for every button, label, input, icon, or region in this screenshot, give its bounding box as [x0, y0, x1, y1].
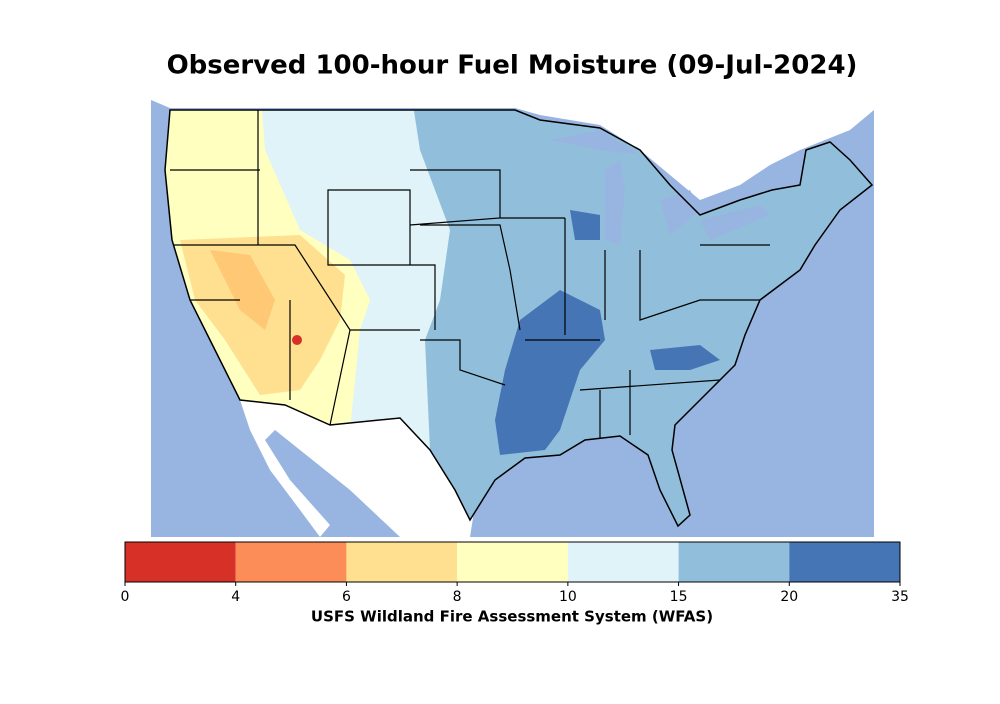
colorbar-label: USFS Wildland Fire Assessment System (WF…: [311, 608, 713, 626]
colorbar-tick-label: 35: [891, 589, 909, 605]
zone-4-6: [210, 250, 275, 330]
colorbar-segment: [678, 542, 790, 582]
colorbar-segment: [457, 542, 568, 582]
zone-20-35-lake: [570, 210, 600, 240]
colorbar-tick-label: 10: [559, 589, 577, 605]
colorbar-segment: [789, 542, 900, 582]
zone-20-35: [495, 290, 605, 455]
great-lakes: [550, 130, 770, 245]
colorbar-tick-label: 0: [121, 589, 130, 605]
zone-0-4: [292, 335, 302, 345]
colorbar-segment: [567, 542, 679, 582]
colorbar: 0 4 6 8 10 15 20 35: [121, 541, 909, 605]
colorbar-segment: [346, 542, 458, 582]
map-title: Observed 100-hour Fuel Moisture (09-Jul-…: [167, 51, 858, 81]
zone-20-35-east: [650, 345, 720, 370]
colorbar-tick-label: 4: [231, 589, 240, 605]
colorbar-segment: [235, 542, 347, 582]
state-lines: [170, 110, 770, 440]
colorbar-tick-label: 6: [342, 589, 351, 605]
colorbar-frame: [124, 541, 901, 583]
colorbar-tick-label: 15: [670, 589, 688, 605]
colorbar-tick-label: 20: [780, 589, 798, 605]
colorbar-segment: [125, 542, 236, 582]
colorbar-tick-label: 8: [453, 589, 462, 605]
canada: [151, 85, 874, 200]
map: [151, 85, 874, 537]
coastline: [164, 109, 874, 528]
